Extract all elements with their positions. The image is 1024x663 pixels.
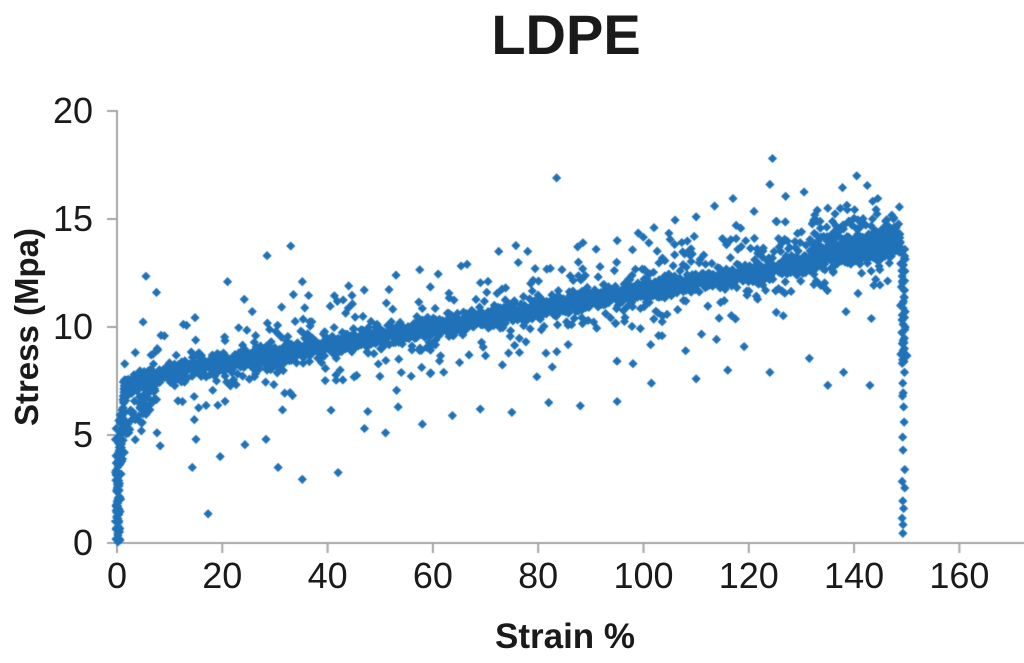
x-tick-label: 100 [613,555,674,596]
y-tick-label: 10 [52,306,93,347]
y-tick-label: 5 [72,414,93,455]
x-tick-label: 160 [929,555,990,596]
x-tick-label: 20 [202,555,243,596]
y-tick-label: 20 [52,90,93,131]
x-tick-label: 60 [412,555,453,596]
x-axis-label: Strain % [494,617,636,656]
x-tick-label: 0 [106,555,128,596]
x-tick-label: 120 [718,555,779,596]
x-tick-label: 140 [824,555,885,596]
x-tick-label: 80 [518,555,559,596]
y-tick-label: 0 [72,522,93,563]
chart-title: LDPE [491,3,641,66]
x-tick-label: 40 [307,555,348,596]
y-tick-label: 15 [52,198,93,239]
